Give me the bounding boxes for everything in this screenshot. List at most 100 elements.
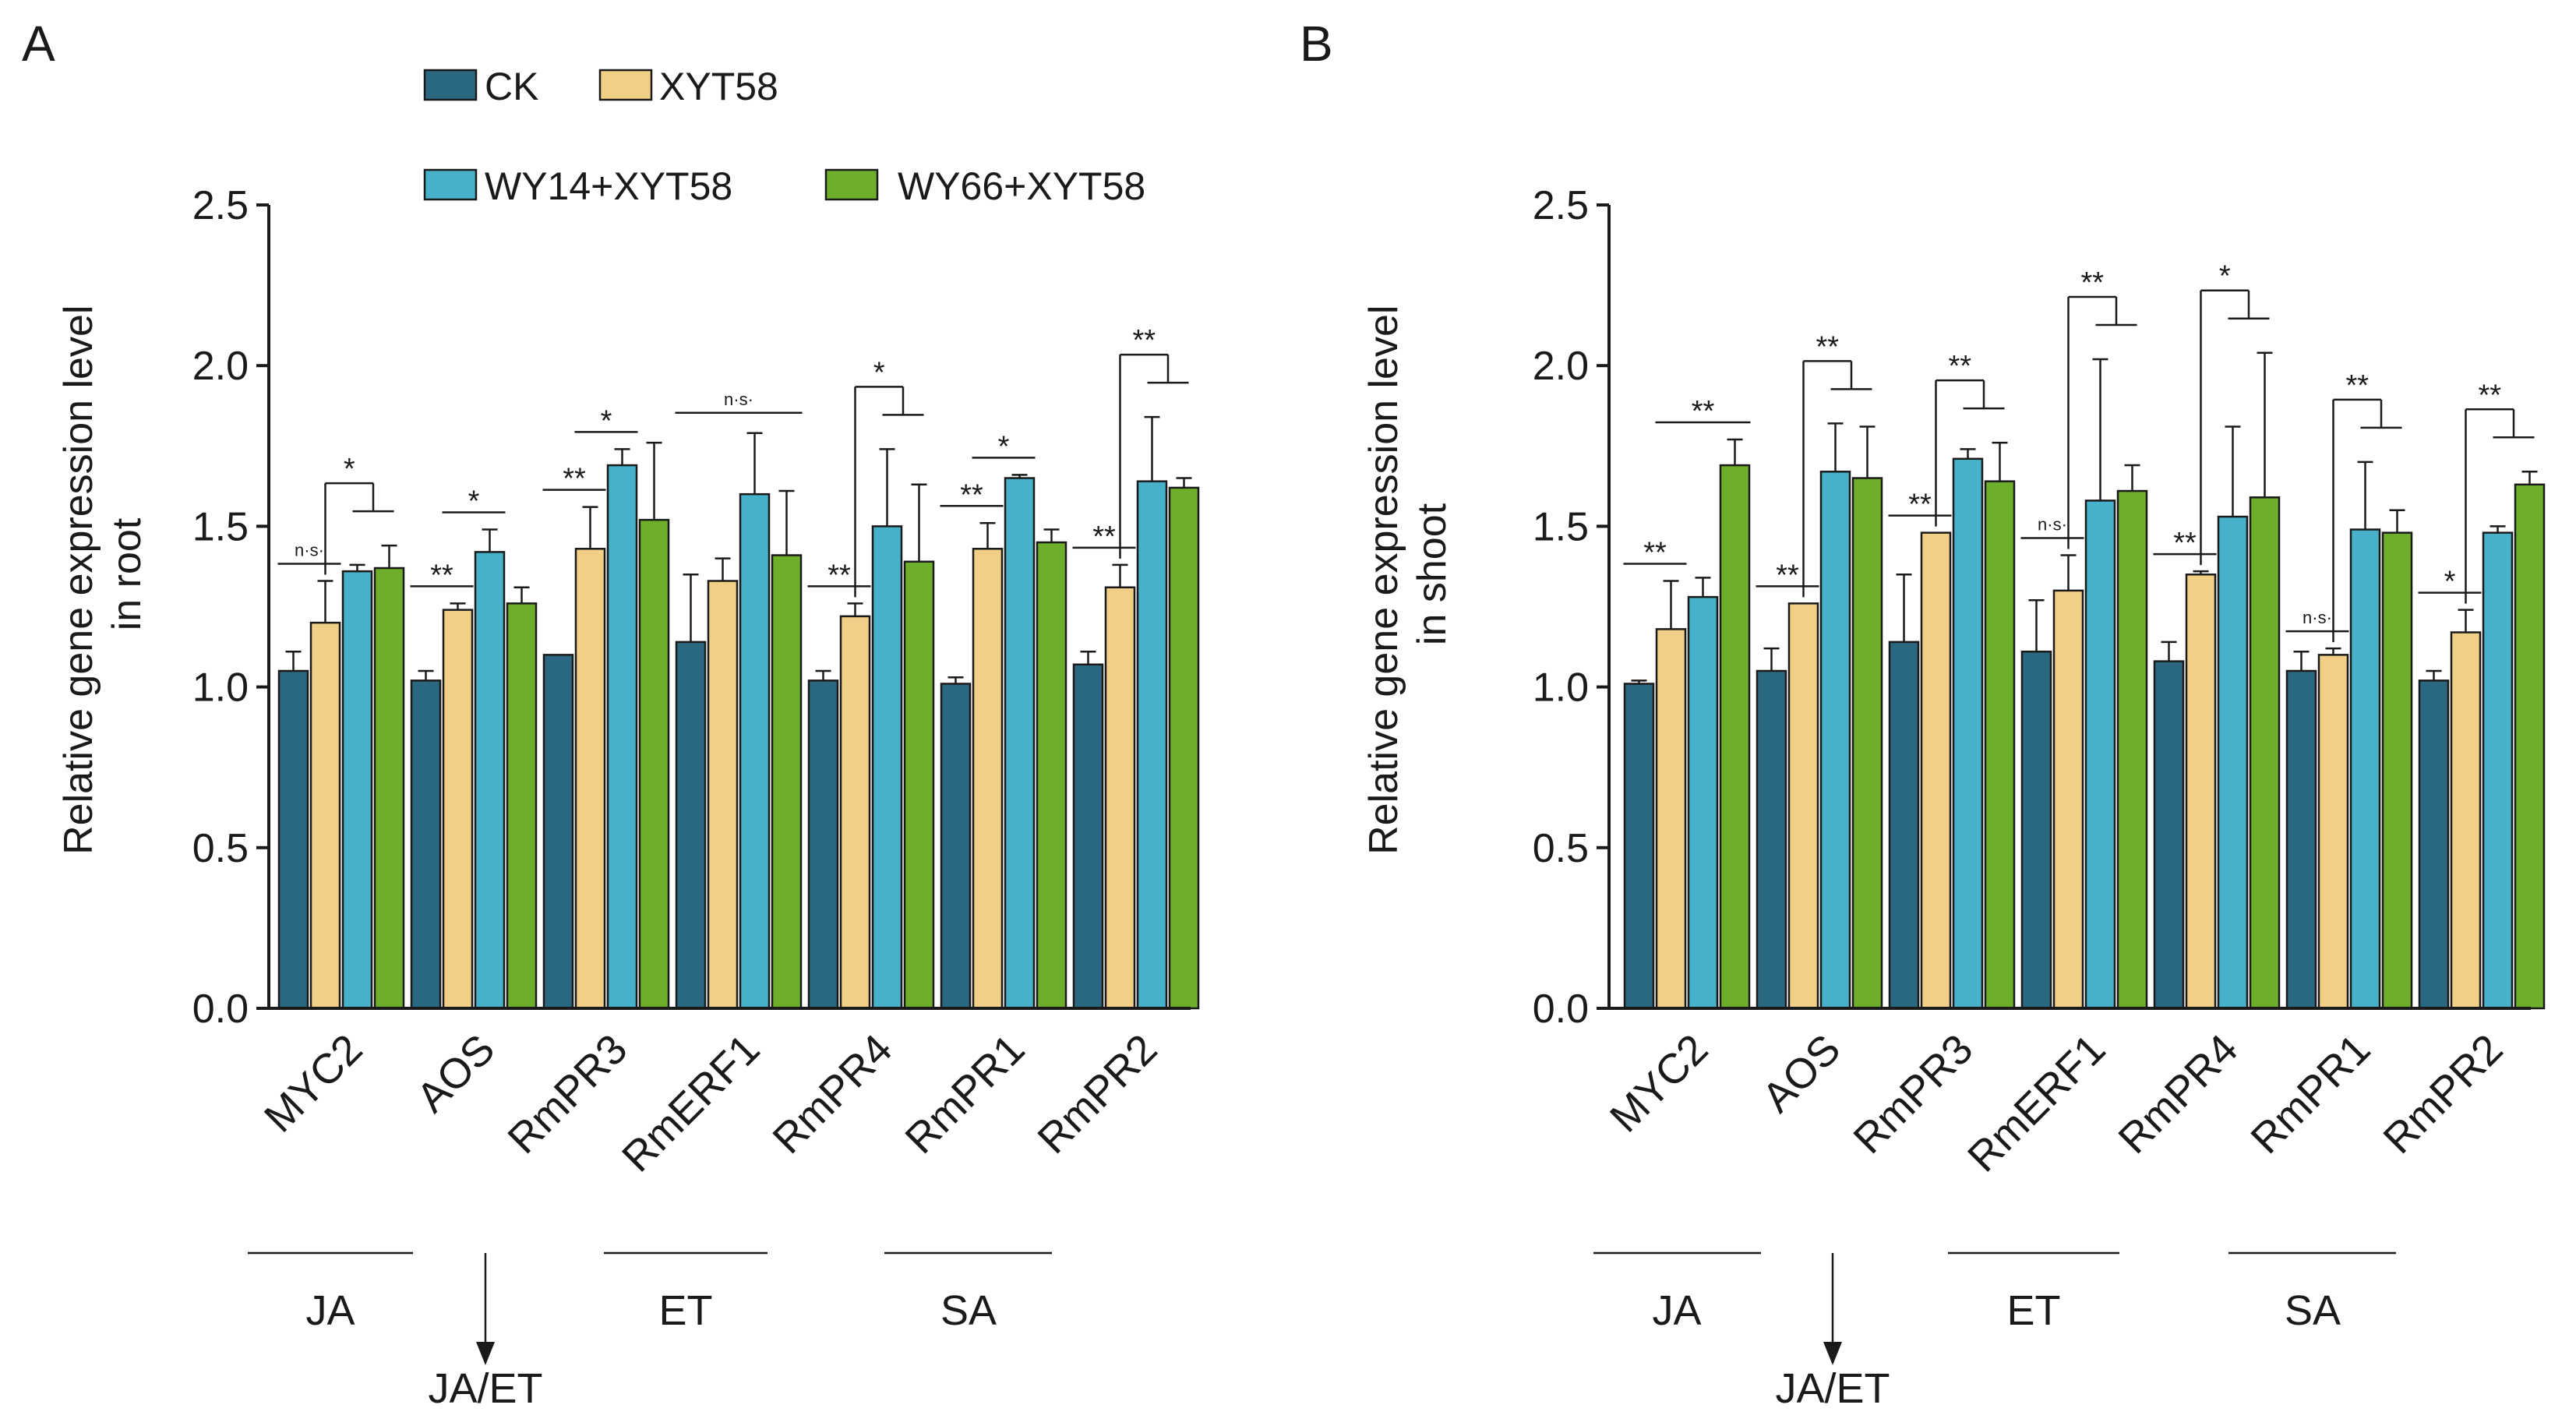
panel-b-bar-myc2-wy14 [1687, 595, 1719, 1010]
panel-b-bar-rmpr4-wy66 [2249, 496, 2281, 1010]
panel-a-bar-rmpr4-ck [807, 679, 839, 1010]
panel-b-bar-aos-wy66 [1851, 477, 1883, 1010]
panel-a-x-tick-label: RmPR1 [896, 1025, 1033, 1163]
panel-b-y-tick-label: 2.0 [1533, 344, 1589, 389]
panel-a-y-tick-label: 2.0 [192, 344, 249, 389]
panel-a-x-tick-label: RmERF1 [613, 1025, 768, 1181]
panel-a-y-tick-label: 2.5 [192, 183, 249, 228]
panel-a-x-tick-label: RmPR4 [764, 1025, 901, 1163]
panel-a-group-et: ET [658, 1287, 712, 1334]
panel-b-bar-rmpr3-wy14 [1952, 457, 1984, 1010]
legend-label-ck: CK [485, 65, 538, 108]
panel-a-significance-label: * [998, 430, 1010, 463]
panel-a-x-tick-label: MYC2 [256, 1025, 372, 1142]
panel-a-bar-rmpr3-wy14 [606, 464, 638, 1010]
legend-swatch-wy66 [824, 168, 879, 201]
panel-b-significance-label: * [2444, 566, 2456, 598]
panel-a-x-tick-label: AOS [408, 1025, 503, 1121]
panel-a-bar-rmpr3-wy66 [638, 518, 670, 1010]
panel-a-x-tick-label: RmPR2 [1029, 1025, 1166, 1163]
panel-b-significance-label: ** [1948, 350, 1971, 383]
panel-a-bar-rmerf1-wy66 [771, 554, 803, 1010]
panel-a-bar-rmerf1-xyt58 [707, 580, 739, 1010]
panel-b-arrow-head [1823, 1342, 1842, 1365]
legend-label-wy66: WY66+XYT58 [898, 164, 1145, 208]
panel-b-bar-rmpr2-wy14 [2482, 531, 2514, 1010]
panel-b-bar-rmpr4-ck [2153, 660, 2185, 1010]
panel-b-x-tick-label: RmPR4 [2109, 1025, 2246, 1163]
panel-b-bar-rmerf1-xyt58 [2052, 589, 2084, 1010]
panel-b-significance-label: * [2219, 260, 2231, 293]
panel-b-bar-rmerf1-wy66 [2116, 489, 2148, 1010]
panel-a-bar-rmerf1-wy14 [739, 492, 771, 1010]
panel-a-bar-rmpr4-wy14 [871, 525, 903, 1010]
panel-a-group-ja: JA [305, 1287, 355, 1334]
panel-a-pathway-groups: JA JA/ET ET SA [248, 1251, 1052, 1412]
panel-b-y-axis-title-line1: Relative gene expression level [1361, 305, 1406, 855]
panel-b-significance-label: ** [1692, 395, 1715, 428]
panel-b-letter: B [1300, 16, 1333, 72]
panel-a-significance-label: * [468, 485, 480, 518]
panel-b-x-tick-label: RmPR3 [1844, 1025, 1981, 1163]
panel-b-y-tick-label: 1.0 [1533, 665, 1589, 711]
panel-b-x-tick-label: RmPR2 [2374, 1025, 2511, 1163]
panel-b-group-ja-et: JA/ET [1775, 1365, 1890, 1412]
panel-b-x-tick-label: AOS [1753, 1025, 1849, 1121]
panel-b-significance-label: ** [1908, 489, 1932, 521]
panel-b-bar-aos-ck [1756, 669, 1787, 1010]
panel-b-bar-rmpr3-ck [1888, 641, 1920, 1010]
panel-b-significance-label: ** [1816, 330, 1839, 363]
panel-b-pathway-groups: JA JA/ET ET SA [1593, 1251, 2396, 1412]
panel-a-letter: A [22, 16, 55, 72]
panel-a-bar-rmpr4-wy66 [903, 560, 935, 1010]
panel-b-significance-label: ** [1643, 537, 1667, 570]
panel-b-y-tick-label: 0.5 [1533, 826, 1589, 871]
panel-a-bar-rmpr3-xyt58 [574, 548, 606, 1010]
panel-b-y-axis-title: Relative gene expression level in shoot [1361, 294, 1455, 855]
panel-a-y-axis-title: Relative gene expression level in root [56, 294, 150, 855]
panel-b-significance-label: n·s· [2303, 608, 2332, 627]
panel-a-bar-myc2-ck [277, 669, 309, 1010]
panel-a-bar-rmpr2-wy14 [1136, 480, 1168, 1010]
panel-b-y-tick-label: 0.0 [1533, 987, 1589, 1032]
panel-b-significance-label: ** [2345, 369, 2369, 402]
panel-b-y-axis-title-line2: in shoot [1410, 503, 1455, 645]
panel-a-significance-label: n·s· [724, 390, 753, 409]
panel-a-significance-label: ** [1132, 324, 1156, 357]
panel-a-bar-rmpr1-wy14 [1004, 477, 1036, 1010]
legend-label-wy14: WY14+XYT58 [485, 164, 732, 208]
panel-b-significance-label: ** [2080, 266, 2104, 299]
panel-a-plot-area: n·s·*******n·s·********** [277, 324, 1200, 1010]
panel-b-significance-label: n·s· [2038, 515, 2067, 535]
panel-b-bar-aos-xyt58 [1787, 602, 1819, 1010]
panel-b-bar-myc2-ck [1623, 683, 1655, 1010]
panel-a-significance-label: ** [960, 478, 983, 511]
legend-swatch-xyt58 [598, 69, 653, 101]
panel-a-significance-label: ** [430, 559, 453, 591]
panel-b-group-ja: JA [1652, 1287, 1701, 1334]
panel-b-bar-rmpr1-ck [2285, 669, 2317, 1010]
panel-a-bar-aos-ck [410, 679, 442, 1010]
panel-b-significance-label: ** [2173, 527, 2197, 559]
panel-b-bar-rmpr2-ck [2418, 679, 2450, 1010]
panel-a-significance-label: ** [827, 559, 851, 591]
panel-b-bar-rmpr3-xyt58 [1920, 531, 1952, 1010]
panel-b-bar-aos-wy14 [1819, 471, 1851, 1010]
legend-label-xyt58: XYT58 [659, 65, 778, 108]
panel-b-bar-rmerf1-wy14 [2084, 499, 2116, 1010]
panel-b-x-tick-label: RmERF1 [1959, 1025, 2114, 1181]
panel-a-bar-myc2-xyt58 [309, 621, 341, 1010]
panel-a-chart: Relative gene expression level in root 0… [56, 183, 1200, 1412]
panel-b-y-tick-label: 2.5 [1533, 183, 1589, 228]
panel-b-bar-rmpr4-wy14 [2217, 515, 2249, 1010]
panel-a-bar-rmerf1-ck [675, 641, 707, 1010]
panel-a-bar-aos-wy14 [474, 551, 506, 1010]
panel-b-x-tick-label: RmPR1 [2242, 1025, 2379, 1163]
panel-b-plot-area: ************n·s·*****n·s·***** [1623, 260, 2546, 1010]
panel-a-bar-aos-wy66 [506, 602, 538, 1010]
panel-b-bar-rmerf1-ck [2020, 650, 2052, 1010]
panel-b-bar-rmpr1-wy66 [2381, 531, 2413, 1010]
panel-a-significance-label: * [344, 453, 355, 485]
